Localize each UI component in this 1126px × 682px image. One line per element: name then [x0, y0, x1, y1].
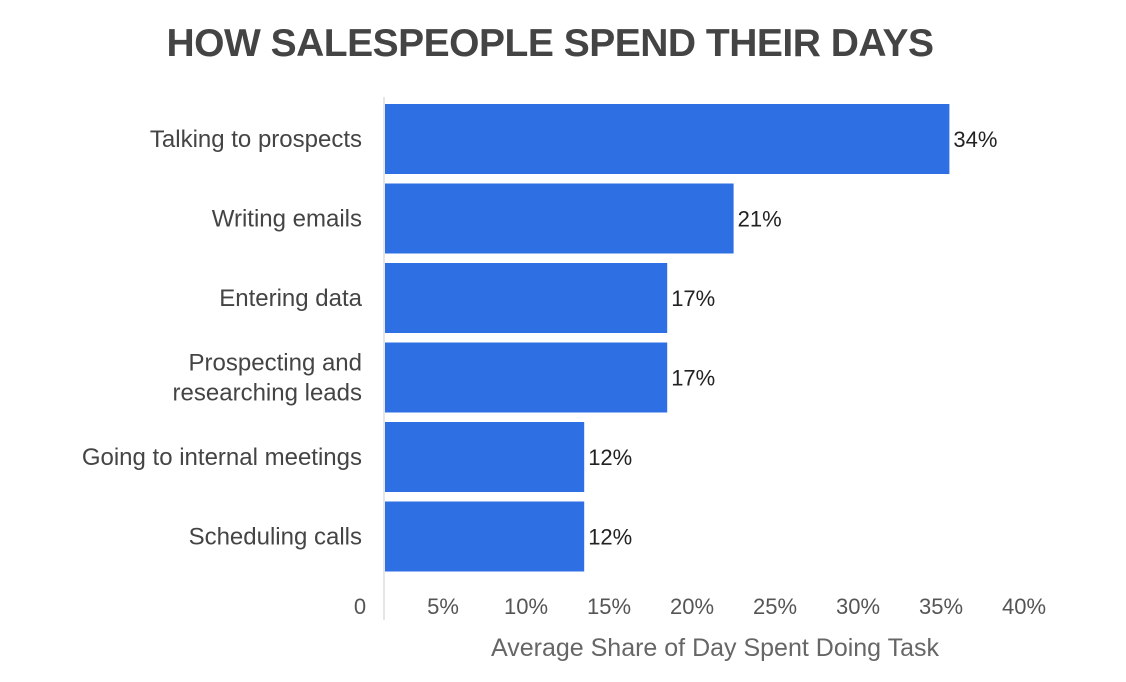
category-label-line: Entering data — [219, 285, 362, 312]
category-label-line: researching leads — [173, 380, 362, 407]
bar-1 — [385, 183, 734, 254]
category-labels: Talking to prospects Writing emails Enteri… — [82, 126, 363, 551]
x-tick-label-6: 30% — [836, 594, 880, 619]
value-label-0: 34% — [953, 127, 997, 152]
category-label-line: Writing emails — [212, 206, 362, 233]
x-tick-label-3: 15% — [587, 594, 631, 619]
category-label-line: Talking to prospects — [150, 126, 362, 153]
category-label-line: Scheduling calls — [189, 524, 362, 551]
x-tick-label-0: 0 — [354, 594, 366, 619]
bar-2 — [385, 263, 668, 333]
category-label-4: Going to internal meetings — [82, 444, 362, 471]
x-tick-label-2: 10% — [504, 594, 548, 619]
value-labels: 34% 21% 17% 17% 12% 12% — [588, 127, 997, 550]
value-label-1: 21% — [738, 207, 782, 232]
x-axis-title: Average Share of Day Spent Doing Task — [491, 634, 939, 662]
category-label-1: Writing emails — [212, 206, 362, 233]
category-label-line: Prospecting and — [189, 350, 362, 377]
x-tick-label-5: 25% — [753, 594, 797, 619]
value-label-2: 17% — [671, 286, 715, 311]
x-tick-label-4: 20% — [670, 594, 714, 619]
value-label-3: 17% — [671, 366, 715, 391]
category-label-line: Going to internal meetings — [82, 444, 362, 471]
value-label-5: 12% — [588, 525, 632, 550]
bars-layer — [385, 104, 950, 572]
value-label-4: 12% — [588, 445, 632, 470]
chart-title: HOW SALESPEOPLE SPEND THEIR DAYS — [166, 22, 934, 65]
category-label-5: Scheduling calls — [189, 524, 362, 551]
bar-4 — [385, 422, 585, 492]
category-label-0: Talking to prospects — [150, 126, 362, 153]
bar-0 — [385, 104, 950, 174]
bar-3 — [385, 342, 668, 413]
category-label-2: Entering data — [219, 285, 362, 312]
x-tick-label-8: 40% — [1002, 594, 1046, 619]
x-tick-label-7: 35% — [919, 594, 963, 619]
category-label-3: Prospecting and researching leads — [173, 350, 362, 407]
x-tick-label-1: 5% — [427, 594, 459, 619]
x-axis-ticks: 0 5% 10% 15% 20% 25% 30% 35% 40% — [354, 594, 1046, 619]
bar-5 — [385, 501, 585, 572]
